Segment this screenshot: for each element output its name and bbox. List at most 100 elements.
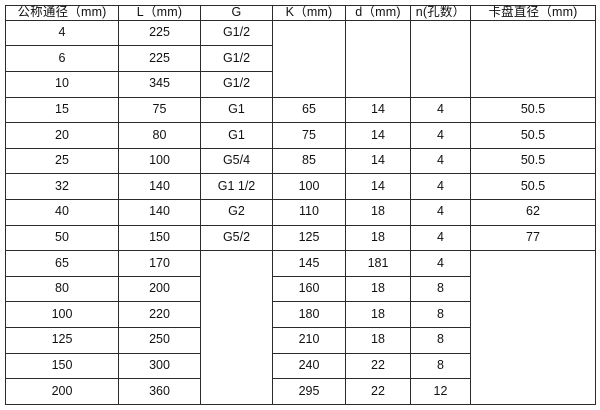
cell-length: 345 [118,70,201,98]
column-header-k: K（mm) [272,5,346,21]
cell-k: 85 [272,147,346,175]
cell-length: 100 [118,147,201,175]
cell-d: 18 [345,224,411,252]
cell-chuck-diameter-empty-merged-top [470,19,596,98]
cell-k: 180 [272,301,346,329]
cell-thread-empty-merged [200,250,273,405]
table-row: 65 170 145 181 4 [5,250,596,405]
table-row: 125 250 210 18 8 [5,327,596,354]
table-row: 4 225 G1/2 [5,19,596,98]
column-header-chuck-diameter: 卡盘直径（mm) [470,5,596,21]
table-body: 4 225 G1/2 6 225 G1/2 10 345 G1/2 15 [5,19,596,405]
cell-hole-count-empty-merged [410,19,471,98]
cell-k: 145 [272,250,346,277]
cell-length: 250 [118,327,201,354]
cell-length: 140 [118,199,201,226]
table-header-row: 公称通径（mm) L（mm) G K（mm) d（mm) n(孔数） 卡盘直径（… [5,5,596,21]
table-row: 25 100 G5/4 85 14 4 50.5 [5,147,596,175]
cell-k-empty-merged [272,19,346,98]
table-row: 50 150 G5/2 125 18 4 77 [5,224,596,252]
cell-k: 210 [272,327,346,354]
cell-hole-count: 4 [410,250,471,277]
table-row: 200 360 295 22 12 [5,378,596,405]
cell-hole-count: 4 [410,96,471,124]
cell-k: 110 [272,199,346,226]
cell-hole-count: 4 [410,199,471,226]
column-header-hole-count: n(孔数） [410,5,471,21]
cell-chuck-diameter: 62 [470,199,596,226]
cell-chuck-diameter: 50.5 [470,147,596,175]
cell-length: 300 [118,352,201,380]
table-row: 15 75 G1 65 14 4 50.5 [5,96,596,124]
cell-length: 75 [118,96,201,124]
cell-nominal-diameter: 6 [5,45,119,72]
cell-thread: G5/4 [200,147,273,175]
cell-d: 22 [345,378,411,405]
valve-dimension-spec-table: 公称通径（mm) L（mm) G K（mm) d（mm) n(孔数） 卡盘直径（… [5,5,596,405]
cell-nominal-diameter: 125 [5,327,119,354]
cell-nominal-diameter: 4 [5,19,119,47]
cell-hole-count: 4 [410,224,471,252]
cell-nominal-diameter: 200 [5,378,119,405]
cell-d: 181 [345,250,411,277]
cell-nominal-diameter: 100 [5,301,119,329]
cell-length: 360 [118,378,201,405]
column-header-thread: G [200,5,273,21]
cell-nominal-diameter: 20 [5,122,119,149]
cell-length: 225 [118,19,201,47]
cell-length: 220 [118,301,201,329]
cell-thread: G5/2 [200,224,273,252]
cell-chuck-diameter: 50.5 [470,173,596,201]
cell-thread: G1 [200,122,273,149]
cell-k: 240 [272,352,346,380]
cell-nominal-diameter: 10 [5,70,119,98]
cell-hole-count: 8 [410,327,471,354]
cell-d: 14 [345,173,411,201]
table-row: 40 140 G2 110 18 4 62 [5,199,596,226]
cell-k: 160 [272,275,346,303]
cell-thread: G1/2 [200,70,273,98]
cell-length: 225 [118,45,201,72]
cell-k: 65 [272,96,346,124]
cell-hole-count: 4 [410,173,471,201]
column-header-d: d（mm) [345,5,411,21]
cell-hole-count: 4 [410,147,471,175]
cell-thread: G1 1/2 [200,173,273,201]
column-header-nominal-diameter: 公称通径（mm) [5,5,119,21]
table-row: 10 345 G1/2 [5,70,596,98]
cell-k: 295 [272,378,346,405]
cell-chuck-diameter: 77 [470,224,596,252]
cell-nominal-diameter: 50 [5,224,119,252]
cell-chuck-diameter-empty-merged-bottom [470,250,596,405]
cell-thread: G1/2 [200,19,273,47]
spec-table-container: 公称通径（mm) L（mm) G K（mm) d（mm) n(孔数） 卡盘直径（… [5,5,596,405]
cell-d: 18 [345,199,411,226]
column-header-length: L（mm) [118,5,201,21]
table-row: 100 220 180 18 8 [5,301,596,329]
cell-nominal-diameter: 65 [5,250,119,277]
cell-nominal-diameter: 32 [5,173,119,201]
cell-hole-count: 8 [410,275,471,303]
cell-nominal-diameter: 40 [5,199,119,226]
cell-hole-count: 4 [410,122,471,149]
cell-d: 14 [345,96,411,124]
cell-k: 125 [272,224,346,252]
cell-thread: G1 [200,96,273,124]
cell-length: 140 [118,173,201,201]
cell-chuck-diameter: 50.5 [470,96,596,124]
table-row: 6 225 G1/2 [5,45,596,72]
cell-hole-count: 8 [410,301,471,329]
cell-thread: G2 [200,199,273,226]
cell-d: 22 [345,352,411,380]
cell-k: 75 [272,122,346,149]
table-row: 20 80 G1 75 14 4 50.5 [5,122,596,149]
cell-length: 200 [118,275,201,303]
cell-length: 150 [118,224,201,252]
cell-d: 18 [345,301,411,329]
cell-nominal-diameter: 150 [5,352,119,380]
cell-nominal-diameter: 25 [5,147,119,175]
cell-d: 18 [345,275,411,303]
cell-d: 14 [345,122,411,149]
cell-hole-count: 12 [410,378,471,405]
cell-length: 170 [118,250,201,277]
